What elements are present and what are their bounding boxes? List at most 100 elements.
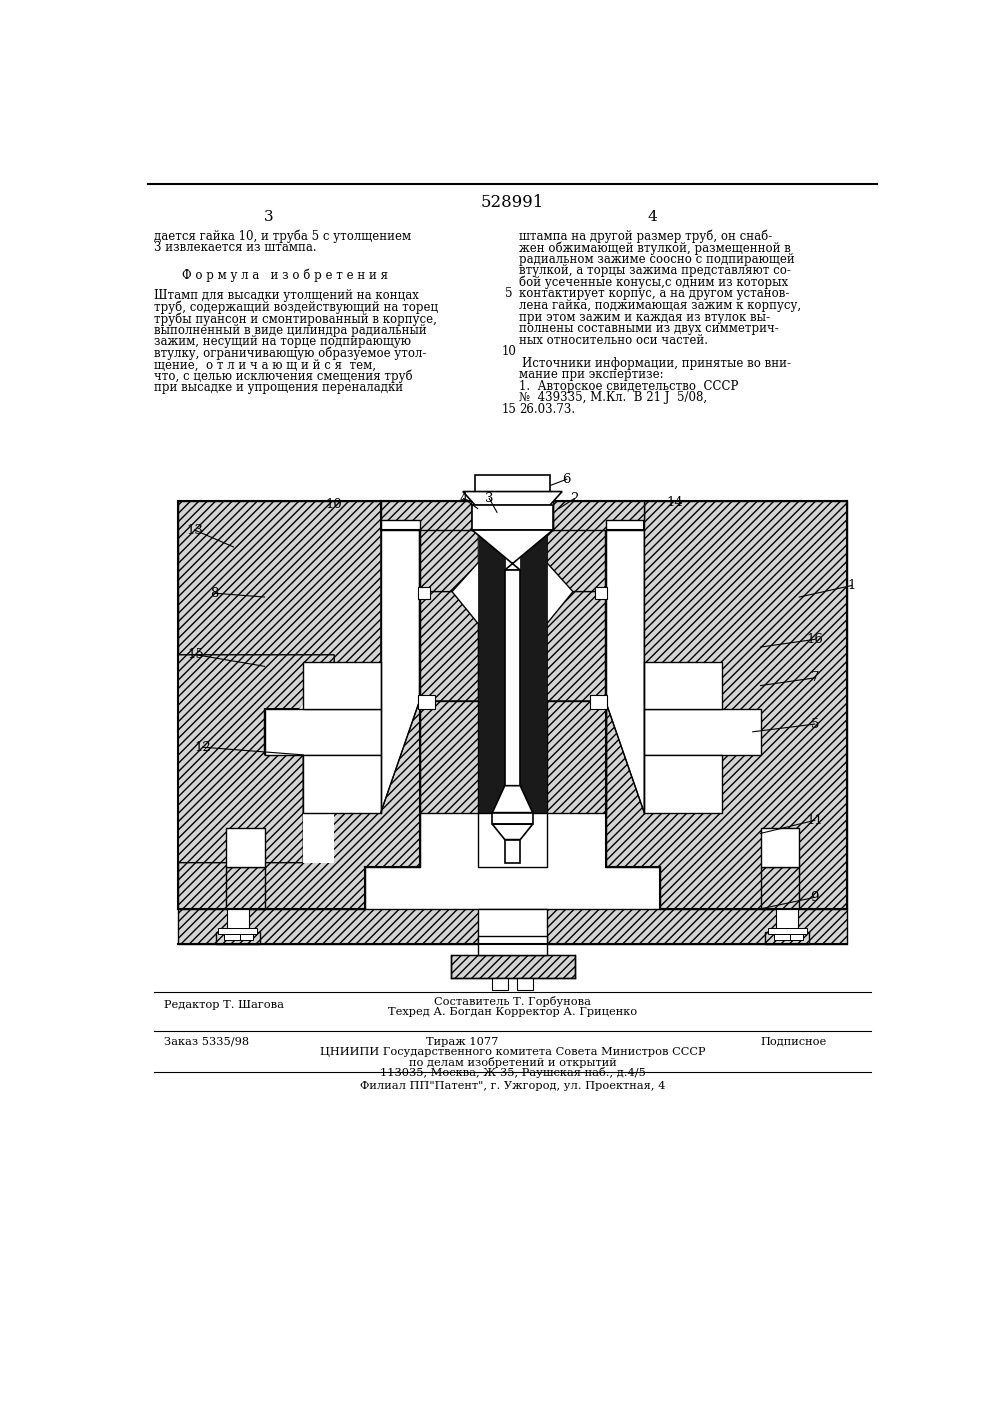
Polygon shape [463,492,562,505]
Polygon shape [420,530,478,591]
Text: при высадке и упрощения переналадки: при высадке и упрощения переналадки [154,382,404,395]
Text: 1: 1 [848,578,856,592]
Text: 7: 7 [810,672,819,684]
Text: дается гайка 10, и труба 5 с утолщением: дается гайка 10, и труба 5 с утолщением [154,229,412,243]
Text: ЦНИИПИ Государственного комитета Совета Министров СССР: ЦНИИПИ Государственного комитета Совета … [320,1048,705,1058]
Bar [478,530,505,563]
Polygon shape [606,501,847,909]
Bar [761,829,799,867]
Polygon shape [226,867,264,909]
Text: трубы пуансон и смонтированный в корпусе,: трубы пуансон и смонтированный в корпусе… [154,312,437,325]
Text: Составитель Т. Горбунова: Составитель Т. Горбунова [434,995,591,1007]
Text: 16: 16 [806,633,823,646]
Text: ных относительно оси частей.: ных относительно оси частей. [519,334,708,346]
Text: 5: 5 [505,287,512,301]
Text: полнены составными из двух симметрич-: полнены составными из двух симметрич- [519,322,778,335]
Text: 6: 6 [562,472,571,486]
Text: втулку, ограничивающую образуемое утол-: втулку, ограничивающую образуемое утол- [154,346,427,361]
Bar [520,530,547,563]
Polygon shape [547,530,606,591]
Text: 1.  Авторское свидетельство  СССР: 1. Авторское свидетельство СССР [519,380,738,393]
Polygon shape [264,708,381,755]
Bar [590,694,607,708]
Text: Подписное: Подписное [761,1036,827,1046]
Bar [478,813,547,867]
Text: выполненный в виде цилиндра радиальный: выполненный в виде цилиндра радиальный [154,324,427,337]
Bar [505,840,520,863]
Polygon shape [216,932,260,943]
Polygon shape [450,954,574,978]
Text: Штамп для высадки утолщений на концах: Штамп для высадки утолщений на концах [154,288,419,303]
Text: труб, содержащий воздействующий на торец: труб, содержащий воздействующий на торец [154,301,439,314]
Text: 4: 4 [647,211,657,225]
Bar [418,694,435,708]
Bar [776,909,798,932]
Polygon shape [178,909,847,943]
Polygon shape [303,755,381,813]
Text: Заказ 5335/98: Заказ 5335/98 [164,1036,249,1046]
Polygon shape [420,591,478,701]
Polygon shape [178,655,334,863]
Text: Филиал ПП"Патент", г. Ужгород, ул. Проектная, 4: Филиал ПП"Патент", г. Ужгород, ул. Проек… [360,1080,665,1090]
Text: по делам изобретений и открытий: по делам изобретений и открытий [409,1058,616,1069]
Polygon shape [547,591,606,701]
Text: 5: 5 [811,717,819,731]
Text: 15: 15 [188,648,205,662]
Bar [517,978,533,990]
Text: мание при экспертизе:: мание при экспертизе: [519,368,663,382]
Text: щение,  о т л и ч а ю щ и й с я  тем,: щение, о т л и ч а ю щ и й с я тем, [154,358,376,372]
Bar [418,587,430,600]
Bar [240,935,253,940]
Text: 4: 4 [459,492,468,505]
Text: Редактор Т. Шагова: Редактор Т. Шагова [164,1000,284,1010]
Text: Техред А. Богдан Корректор А. Гриценко: Техред А. Богдан Корректор А. Гриценко [388,1007,637,1018]
Bar [774,935,790,940]
Text: 8: 8 [210,587,218,600]
Text: контактирует корпус, а на другом установ-: контактирует корпус, а на другом установ… [519,287,789,301]
Text: 9: 9 [810,891,819,904]
Polygon shape [644,755,722,813]
Polygon shape [264,663,381,863]
Text: 13: 13 [186,523,203,536]
Text: Тираж 1077: Тираж 1077 [426,1036,498,1046]
Polygon shape [420,701,478,813]
Bar [226,829,264,867]
Bar [218,928,257,935]
Text: 10: 10 [326,498,343,510]
Polygon shape [381,501,472,530]
Bar [478,505,547,530]
Polygon shape [303,663,381,708]
Text: 15: 15 [501,403,516,416]
Text: 2: 2 [570,492,579,505]
Text: №  439335, М.Кл.  В 21 J  5/08,: № 439335, М.Кл. В 21 J 5/08, [519,392,707,404]
Polygon shape [547,701,606,813]
Bar [478,909,547,943]
Bar [520,530,547,813]
Polygon shape [492,824,533,840]
Text: 26.03.73.: 26.03.73. [519,403,575,416]
Text: что, с целью исключения смещения труб: что, с целью исключения смещения труб [154,370,413,383]
Bar [505,570,520,786]
Polygon shape [644,663,722,708]
Text: 113035, Москва, Ж-35, Раушская наб., д.4/5: 113035, Москва, Ж-35, Раушская наб., д.4… [380,1066,645,1077]
Bar [227,909,249,932]
Text: 3: 3 [264,211,273,225]
Bar [478,530,505,813]
Text: 12: 12 [194,741,211,754]
Text: Ф о р м у л а   и з о б р е т е н и я: Ф о р м у л а и з о б р е т е н и я [182,269,388,281]
Text: лена гайка, поджимающая зажим к корпусу,: лена гайка, поджимающая зажим к корпусу, [519,298,801,312]
Text: 11: 11 [806,814,823,827]
Bar [790,935,803,940]
Bar [475,475,550,492]
Polygon shape [761,867,799,909]
Polygon shape [381,530,420,591]
Polygon shape [381,530,420,813]
Text: 3: 3 [485,492,494,505]
Polygon shape [644,708,761,755]
Bar [472,505,553,530]
Polygon shape [553,501,644,530]
Text: радиальном зажиме соосно с подпирающей: радиальном зажиме соосно с подпирающей [519,253,794,266]
Text: 14: 14 [667,496,684,509]
Text: 3 извлекается из штампа.: 3 извлекается из штампа. [154,242,317,255]
Text: штампа на другой размер труб, он снаб-: штампа на другой размер труб, он снаб- [519,229,772,243]
